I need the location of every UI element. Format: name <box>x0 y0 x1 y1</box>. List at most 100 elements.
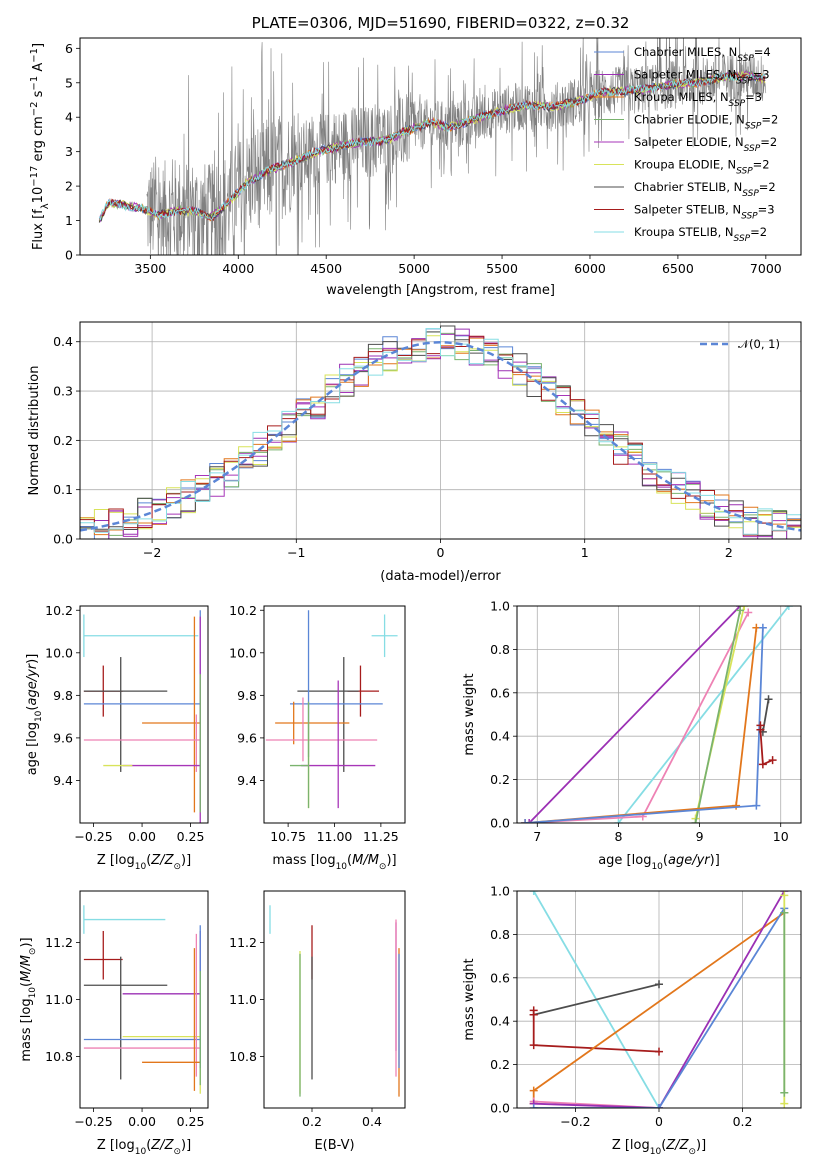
x-tick-label: 10 <box>773 829 789 844</box>
legend-entry: Chabrier ELODIE, NSSP=2 <box>634 113 778 132</box>
y-tick-label: 10.2 <box>229 603 257 618</box>
x-tick-label: 11.00 <box>317 829 353 844</box>
data-point-marker <box>758 760 767 769</box>
x-tick-label: −0.25 <box>74 1114 112 1129</box>
y-tick-label: 0.2 <box>53 433 73 448</box>
y-tick-label: 0.4 <box>490 1014 510 1029</box>
legend-entry: Chabrier STELIB, NSSP=2 <box>634 180 776 199</box>
mass-weight-vs-age-panel-plot-area <box>517 606 801 823</box>
age-vs-z-panel: −0.25 0.00 0.25 9.4 9.6 9.8 10.0 10.2 Z [log10(Z… <box>25 603 209 872</box>
y-axis-label: mass [log10(M/M⊙)] <box>19 937 38 1061</box>
x-tick-label: 0.4 <box>362 1114 382 1129</box>
y-tick-label: 4 <box>65 110 73 125</box>
y-tick-label: 10.0 <box>45 645 73 660</box>
y-tick-label: 0.3 <box>53 384 73 399</box>
data-point-marker <box>529 1041 538 1050</box>
data-point-marker <box>764 695 773 704</box>
legend-entry: 𝒩(0, 1) <box>738 337 780 351</box>
axes-frame <box>263 605 406 824</box>
x-tick-label: 11.25 <box>363 829 399 844</box>
legend-entry: Kroupa MILES, NSSP=3 <box>634 90 762 109</box>
data-point-marker <box>768 756 777 765</box>
mass-vs-z-panel: −0.25 0.00 0.25 10.8 11.0 11.2 Z [log10(Z/Z⊙)]… <box>19 890 209 1157</box>
y-tick-label: 11.2 <box>229 935 257 950</box>
legend-entry: Chabrier MILES, NSSP=4 <box>634 45 771 64</box>
x-tick-label: −2 <box>143 545 161 560</box>
data-point-marker <box>780 908 789 917</box>
y-tick-label: 6 <box>65 41 73 56</box>
data-point-marker <box>780 1088 789 1097</box>
data-point-marker <box>784 606 793 610</box>
data-point-marker <box>525 819 534 823</box>
mass-vs-ebv-panel: 0.2 0.4 10.8 11.0 11.2 E(B-V) <box>229 890 406 1153</box>
mass-vs-z-panel-plot-area <box>83 905 201 1094</box>
x-tick-label: 8 <box>614 829 622 844</box>
y-axis-label: mass weight <box>462 958 477 1040</box>
x-axis-label: Z [log10(Z/Z⊙)] <box>612 1138 706 1157</box>
y-tick-label: 5 <box>65 75 73 90</box>
y-tick-label: 10.8 <box>229 1049 257 1064</box>
y-tick-label: 0.4 <box>490 729 510 744</box>
x-tick-label: 7 <box>533 829 541 844</box>
y-tick-label: 0.0 <box>490 1101 510 1116</box>
mass-weight-line <box>533 907 786 1108</box>
x-tick-label: 2 <box>725 545 733 560</box>
data-point-marker <box>744 608 753 617</box>
x-tick-label: 0.25 <box>177 829 205 844</box>
data-point-marker <box>740 606 749 610</box>
y-tick-label: 0.6 <box>490 970 510 985</box>
age-vs-z-panel-plot-area <box>83 610 201 823</box>
y-tick-label: 0.1 <box>53 482 73 497</box>
x-axis-label: Z [log10(Z/Z⊙)] <box>97 853 191 872</box>
y-tick-label: 0 <box>65 248 73 263</box>
mass-vs-ebv-panel-plot-area <box>269 905 400 1097</box>
y-axis-label: mass weight <box>462 673 477 755</box>
x-tick-label: 6000 <box>574 261 606 276</box>
y-axis-label: age [log10(age/yr)] <box>25 654 44 776</box>
x-tick-label: −1 <box>287 545 305 560</box>
x-axis-label: mass [log10(M/M⊙)] <box>272 853 396 872</box>
model-line <box>98 72 766 222</box>
y-axis-label: Flux [fλ10−17 erg cm−2 s−1 A−1] <box>29 43 51 250</box>
mass-weight-vs-age-panel: 7 8 9 10 0.0 0.2 0.4 0.6 0.8 1.0 mass weight age [l… <box>462 599 802 872</box>
data-point-marker <box>614 819 623 823</box>
data-point-marker <box>732 801 741 810</box>
y-tick-label: 1 <box>65 213 73 228</box>
y-tick-label: 0.0 <box>490 816 510 831</box>
y-tick-label: 0.6 <box>490 685 510 700</box>
spectrum-legend: Chabrier MILES, NSSP=4 Salpeter MILES, NS… <box>594 45 778 244</box>
data-point-marker <box>780 1099 789 1108</box>
residuals-panel: −2 −1 0 1 2 0.0 0.1 0.2 0.3 0.4 (data-model)/error… <box>27 321 802 584</box>
page-title: PLATE=0306, MJD=51690, FIBERID=0322, z=0… <box>252 14 630 32</box>
y-tick-label: 1.0 <box>490 599 510 614</box>
mass-weight-line <box>617 606 790 823</box>
x-tick-label: 1 <box>581 545 589 560</box>
data-point-marker <box>529 1010 538 1019</box>
x-tick-label: 0.00 <box>128 1114 156 1129</box>
data-point-marker <box>529 1104 538 1108</box>
y-tick-label: 0.2 <box>490 772 510 787</box>
y-axis-label: Normed distribution <box>27 366 42 496</box>
y-tick-label: 3 <box>65 144 73 159</box>
mass-weight-line <box>694 610 741 823</box>
y-tick-label: 9.4 <box>53 773 73 788</box>
x-tick-label: 10.75 <box>270 829 306 844</box>
data-point-marker <box>521 819 530 823</box>
x-tick-label: 9 <box>696 829 704 844</box>
y-tick-label: 11.0 <box>45 992 73 1007</box>
data-point-marker <box>655 1104 663 1108</box>
mass-weight-line <box>533 891 786 1108</box>
legend-entry: Salpeter ELODIE, NSSP=2 <box>634 135 777 154</box>
x-tick-label: 5000 <box>398 261 430 276</box>
data-point-marker <box>691 819 700 823</box>
x-tick-label: 0 <box>655 1114 663 1129</box>
age-vs-mass-panel: 10.75 11.00 11.25 9.4 9.6 9.8 10.0 10.2 mass [lo… <box>229 603 406 872</box>
x-tick-label: 3500 <box>134 261 166 276</box>
x-axis-label: (data-model)/error <box>380 569 501 584</box>
gaussian-curve <box>80 340 801 532</box>
data-point-marker <box>736 606 745 615</box>
x-tick-label: 6500 <box>662 261 694 276</box>
spectrum-plot-area <box>98 38 767 255</box>
x-tick-label: 5500 <box>486 261 518 276</box>
